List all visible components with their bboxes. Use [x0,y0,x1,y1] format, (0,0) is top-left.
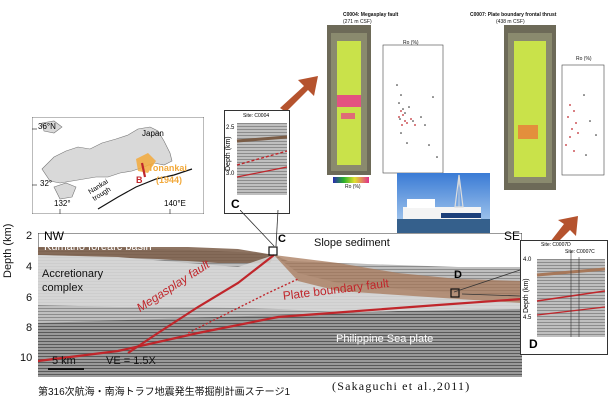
inset-d: Site: C0007D Site: C0007C Depth (km) 4.0… [520,240,608,355]
arrow-to-core2 [550,216,578,244]
depth-tick-6: 6 [26,292,33,304]
map-lon-140: 140°E [164,199,186,208]
map-lat-36: 36°N [38,122,56,131]
philippine-label: Philippine Sea plate [336,333,434,345]
core1-axis-bottom: Ro (%) [345,184,361,190]
kumano-label: Kumano forearc basin [44,241,152,253]
ve-label: VE = 1.5X [106,355,156,367]
map-lon-132: 132° [54,199,71,208]
map-drawing [31,116,205,215]
core2-axis-top: Ro (%) [576,56,592,62]
map-lat-32: 32° [40,179,53,188]
arrow-to-core1 [280,76,318,112]
inset-d-drawing [536,251,606,337]
footer-caption: 第316次航海・南海トラフ地震発生帯掘削計画ステージ1 [38,387,291,398]
inset-d-tick-1: 4.0 [523,257,532,263]
core-panel-c0004: C0004: Megasplay fault (271 m CSF) [313,10,451,190]
location-map: 36°N 32° 132° 140°E Japan Nankai trough … [31,116,205,215]
site-c-marker [268,246,278,256]
accretionary-label: Accretionary complex [42,268,104,294]
nankai-trough-line [97,168,193,210]
inset-c-depth-label: Depth (km) [225,136,232,171]
se-label: SE [504,229,521,243]
inset-c-site: Site: C0004 [243,113,270,119]
drilling-ship-photo [397,173,490,235]
map-b-label: B [136,175,143,185]
site-d-marker [450,288,460,298]
d-marker-label: D [454,269,462,281]
core1-title: C0004: Megasplay fault [343,12,399,18]
depth-tick-2: 2 [26,230,33,242]
tonankai-area [136,153,156,173]
inset-d-site-2: Site: C0007C [565,249,595,255]
core1-drawing [327,25,444,183]
plate-boundary-fault-line [37,297,523,363]
inset-d-depth-label: Depth (km) [523,278,530,313]
inset-c-tick-1: 2.5 [226,125,235,131]
core1-subtitle: (271 m CSF) [343,19,372,25]
ship-illustration [397,173,490,235]
inset-d-connector [454,269,521,297]
slope-sediment-label: Slope sediment [314,237,390,249]
map-tonankai-label: Tonankai [148,163,187,173]
core2-subtitle: (438 m CSF) [496,19,525,25]
inset-d-site-1: Site: C0007D [541,242,571,248]
transect-b-line [140,162,147,178]
megasplay-fault-line [127,254,275,354]
inset-d-tick-2: 4.5 [523,315,532,321]
core2-title: C0007: Plate boundary frontal thrust [470,12,557,18]
c-marker-label: C [278,233,286,245]
seismic-drawing [37,232,523,378]
depth-tick-4: 4 [26,261,33,273]
depth-axis-label: Depth (km) [2,223,14,278]
nw-label: NW [44,229,64,243]
scale-bar-label: 5 km [52,355,76,367]
inset-c-connector [240,210,279,247]
map-tonankai-year: (1944) [156,175,183,185]
inset-c-letter: C [231,197,240,211]
core-panel-c0007: C0007: Plate boundary frontal thrust (43… [466,10,606,190]
inset-c: Site: C0004 Depth (km) 2.5 3.0 C [224,110,290,214]
inset-c-drawing [236,123,288,195]
inset-c-tick-2: 3.0 [226,171,235,177]
core1-axis-top: Ro (%) [403,40,419,46]
inset-d-letter: D [529,337,538,351]
depth-tick-8: 8 [26,322,33,334]
map-japan-label: Japan [142,129,164,138]
core2-drawing [504,25,605,190]
footer-citation: (Sakaguchi et al.,2011) [332,379,471,393]
seismic-section: NW SE Kumano forearc basin Slope sedimen… [37,229,523,378]
depth-tick-10: 10 [20,352,33,364]
